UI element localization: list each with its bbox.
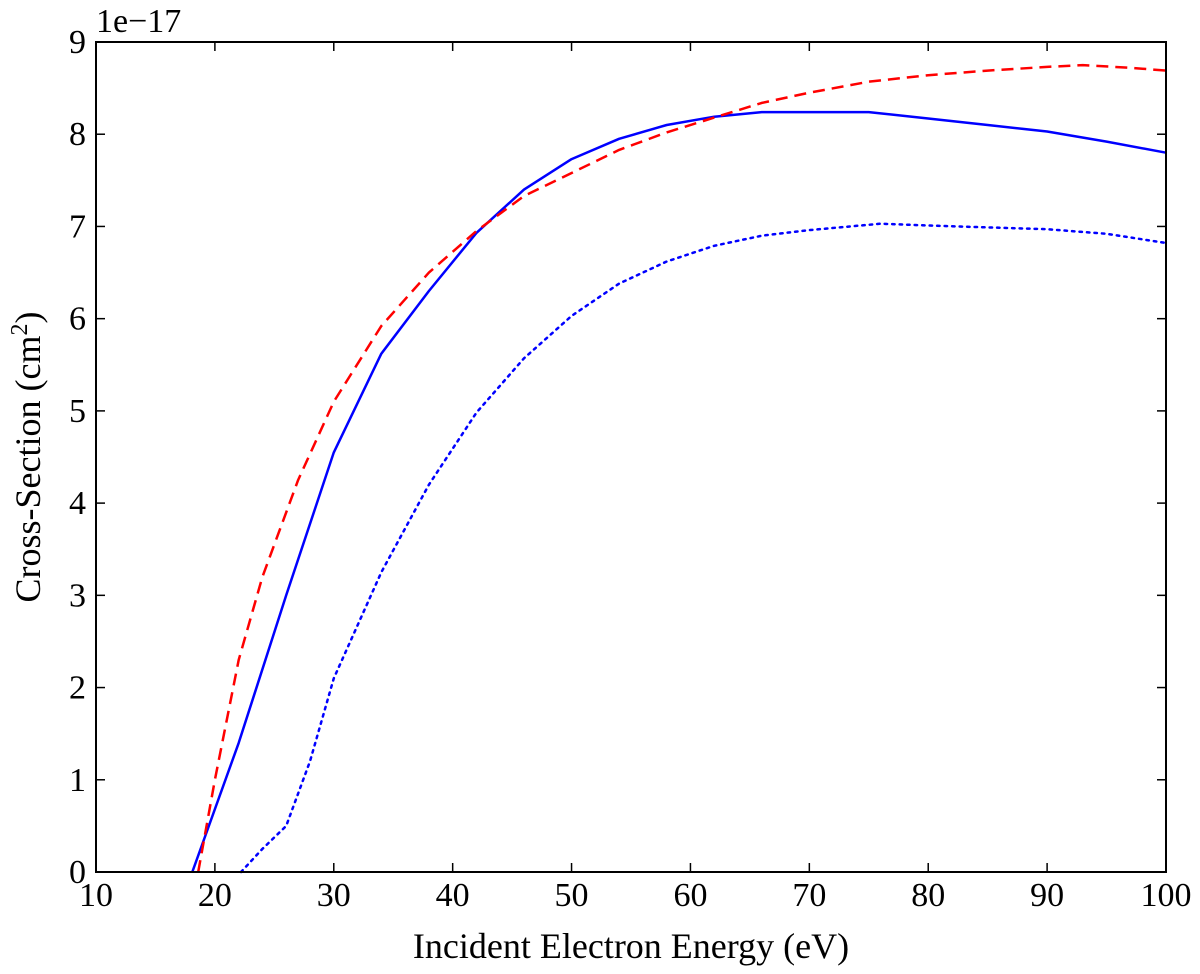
y-tick-label: 7: [69, 208, 86, 245]
y-tick-label: 8: [69, 116, 86, 153]
x-tick-label: 90: [1030, 877, 1064, 914]
x-tick-label: 30: [317, 877, 351, 914]
y-tick-label: 9: [69, 24, 86, 61]
axis-ticks: [95, 41, 1167, 873]
x-tick-label: 70: [792, 877, 826, 914]
y-axis-label-main: Cross-Section (cm: [8, 336, 48, 603]
y-axis-label: Cross-Section (cm2): [7, 312, 48, 603]
y-tick-label: 1: [69, 762, 86, 799]
y-tick-label: 5: [69, 393, 86, 430]
series-line-dashed-red: [196, 63, 1167, 873]
x-axis-label: Incident Electron Energy (eV): [413, 926, 849, 966]
x-tick-label: 50: [555, 877, 589, 914]
x-tick-label: 80: [911, 877, 945, 914]
tick-labels: 10 20 30 40 50 60 70 80 90 100 0 1 2 3 4 5 6 7 8 9: [69, 24, 1192, 914]
y-tick-label: 6: [69, 301, 86, 338]
y-tick-label: 3: [69, 577, 86, 614]
y-axis-label-close: ): [8, 312, 48, 324]
y-tick-label: 4: [69, 485, 86, 522]
plot-frame: [95, 41, 1167, 873]
y-tick-label: 2: [69, 670, 86, 707]
x-tick-label: 20: [198, 877, 232, 914]
x-tick-label: 10: [79, 877, 113, 914]
series-line-dotted-blue: [239, 222, 1168, 874]
series-line-solid-blue: [191, 110, 1167, 873]
x-tick-label: 100: [1141, 877, 1192, 914]
series-layer: [191, 63, 1168, 874]
x-tick-label: 60: [673, 877, 707, 914]
y-tick-label: 0: [69, 854, 86, 891]
x-tick-label: 40: [436, 877, 470, 914]
y-offset-label: 1e−17: [96, 3, 181, 40]
y-axis-label-superscript: 2: [7, 324, 33, 336]
